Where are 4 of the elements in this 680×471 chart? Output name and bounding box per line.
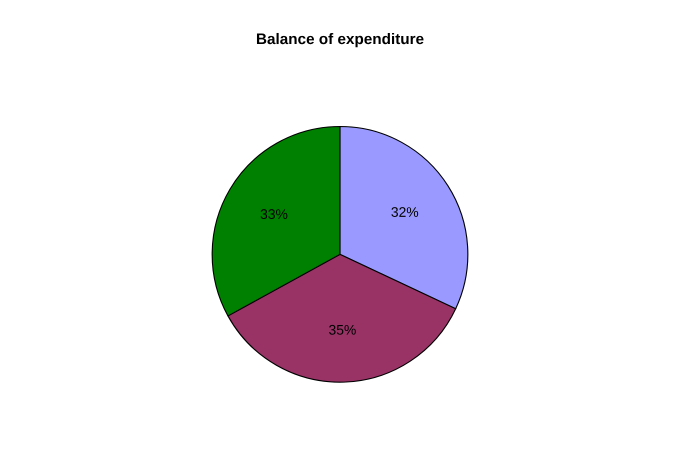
chart-title: Balance of expenditure (256, 32, 424, 48)
data-label: 33% (260, 209, 288, 220)
data-label: 35% (329, 324, 356, 335)
data-label: 32% (391, 207, 418, 217)
